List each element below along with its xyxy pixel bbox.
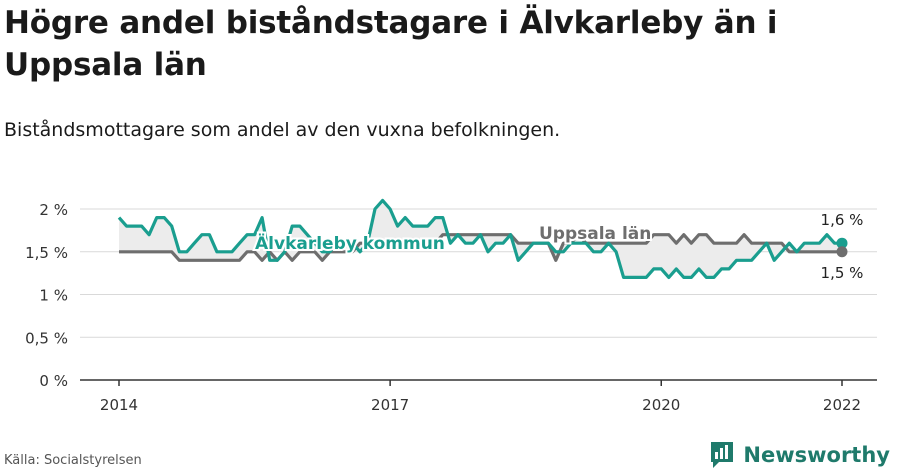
y-tick-label: 1,5 % — [25, 244, 68, 262]
y-tick-label: 0,5 % — [25, 329, 68, 347]
x-tick-label: 2017 — [371, 396, 409, 414]
y-tick-label: 0 % — [39, 372, 68, 390]
difference-area — [119, 200, 842, 278]
series-endpoint-alvkarleby-kommun — [836, 237, 848, 249]
y-tick-label: 1 % — [39, 287, 68, 305]
series-line-alvkarleby-kommun — [117, 198, 842, 279]
series-label-uppsala-lan: Uppsala län — [539, 224, 651, 244]
brand-name: Newsworthy — [743, 443, 890, 467]
series-label-alvkarleby-kommun: Älvkarleby kommun — [255, 232, 445, 254]
series-endpoint-uppsala-lan — [836, 246, 848, 258]
x-tick-label: 2014 — [100, 396, 138, 414]
x-tick-label: 2020 — [642, 396, 680, 414]
chart-title: Högre andel biståndstagare i Älvkarleby … — [4, 5, 778, 83]
source-note: Källa: Socialstyrelsen — [4, 453, 142, 468]
newsworthy-logo-icon — [711, 442, 734, 468]
chart-subtitle: Biståndsmottagare som andel av den vuxna… — [4, 119, 561, 141]
y-tick-label: 2 % — [39, 201, 68, 219]
end-label-alvkarleby-kommun: 1,6 % — [821, 211, 864, 229]
x-tick-label: 2022 — [823, 396, 861, 414]
brand-logo[interactable]: Newsworthy — [709, 440, 890, 470]
end-label-uppsala-lan: 1,5 % — [821, 264, 864, 282]
